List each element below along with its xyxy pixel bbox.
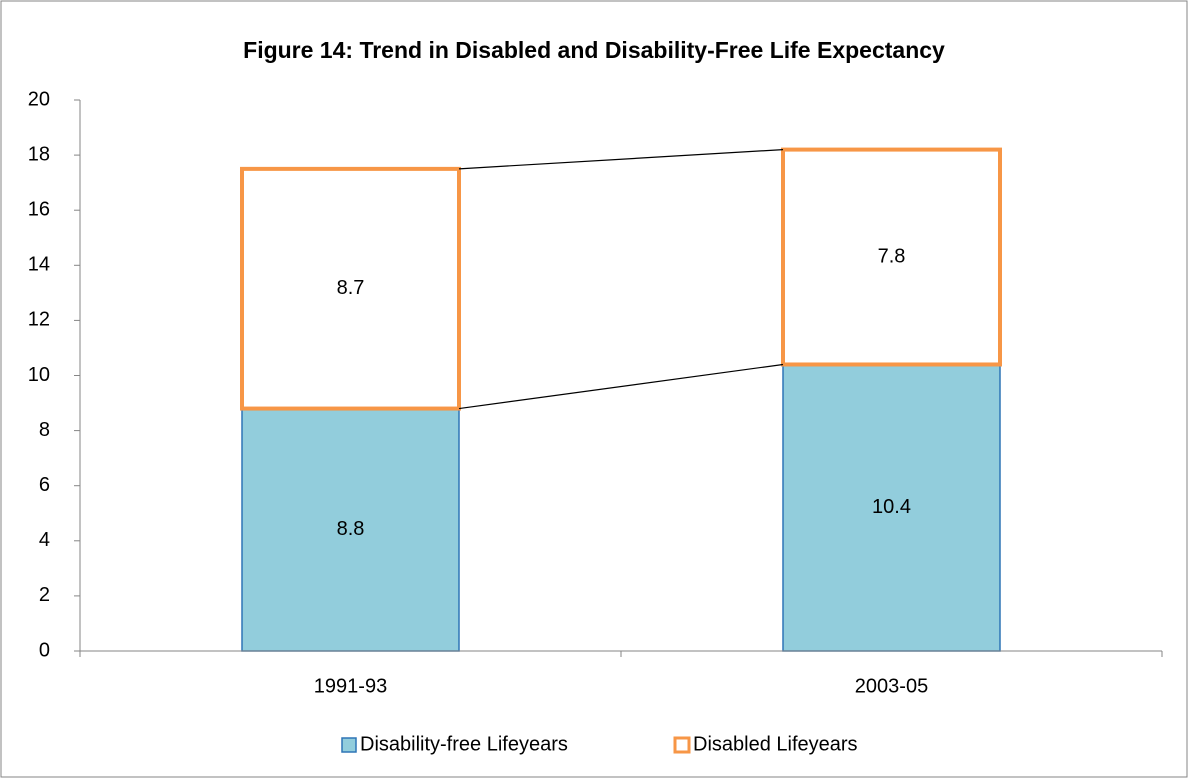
x-tick-label: 2003-05	[855, 675, 928, 697]
y-tick-label: 20	[28, 88, 50, 110]
bar-segment	[781, 147, 1002, 367]
legend-label: Disabled Lifeyears	[693, 733, 858, 755]
x-tick-label: 1991-93	[314, 675, 387, 697]
y-tick-label: 12	[28, 309, 50, 331]
legend-label: Disability-free Lifeyears	[360, 733, 568, 755]
y-tick-label: 0	[39, 639, 50, 661]
data-label: 8.8	[337, 518, 365, 540]
data-label: 7.8	[878, 245, 906, 267]
y-tick-label: 4	[39, 529, 50, 551]
data-label: 8.7	[337, 277, 365, 299]
bar-segment	[782, 363, 1001, 652]
y-tick-label: 14	[28, 254, 50, 276]
bar-segment	[240, 166, 461, 411]
series-line	[458, 363, 784, 410]
y-tick-label: 6	[39, 474, 50, 496]
y-tick-label: 2	[39, 584, 50, 606]
y-tick-label: 16	[28, 198, 50, 220]
y-tick-label: 10	[28, 364, 50, 386]
chart-title: Figure 14: Trend in Disabled and Disabil…	[243, 37, 945, 63]
legend-swatch	[341, 737, 357, 753]
legend-swatch	[673, 736, 691, 754]
bar-segment	[241, 407, 460, 652]
y-tick-label: 8	[39, 419, 50, 441]
y-tick-label: 18	[28, 143, 50, 165]
data-label: 10.4	[872, 496, 911, 518]
series-line	[458, 148, 784, 170]
